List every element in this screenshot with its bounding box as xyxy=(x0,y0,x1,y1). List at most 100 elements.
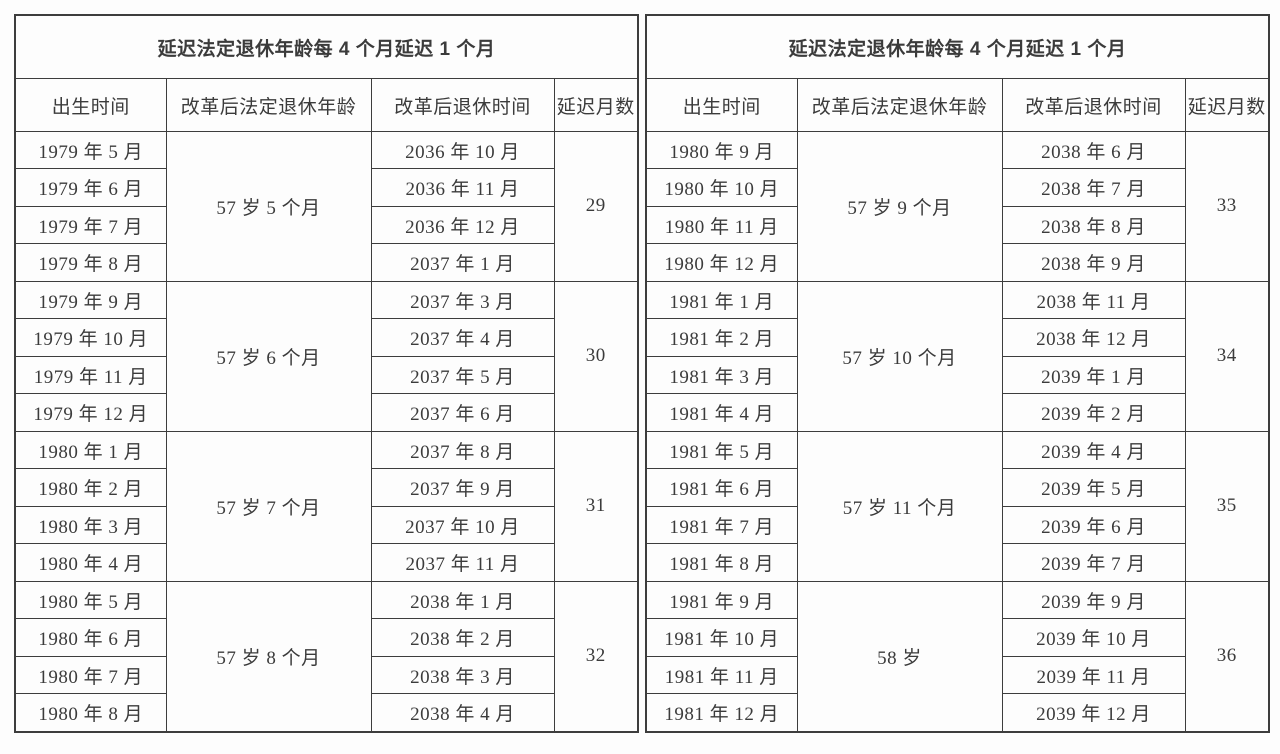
retirement-date-cell: 2039 年 11 月 xyxy=(1001,655,1186,695)
birth-date-cell: 1980 年 7 月 xyxy=(14,655,167,695)
delay-months-cell: 30 xyxy=(553,280,639,432)
retirement-date-cell: 2039 年 2 月 xyxy=(1001,393,1186,432)
table-row: 1981 年 11 月 2039 年 11 月 xyxy=(645,655,1269,695)
table-row: 1980 年 7 月 2038 年 3 月 xyxy=(14,655,638,695)
table-row: 1980 年 1 月 57 岁 7 个月 2037 年 8 月 31 xyxy=(14,430,639,582)
retirement-date-cell: 2036 年 12 月 xyxy=(370,205,555,245)
table-row: 1979 年 9 月 57 岁 6 个月 2037 年 3 月 30 xyxy=(14,280,639,432)
table-row: 1980 年 10 月 2038 年 7 月 xyxy=(645,168,1269,207)
table-row: 1981 年 10 月 2039 年 10 月 xyxy=(645,618,1269,657)
birth-date-cell: 1981 年 5 月 xyxy=(645,430,798,470)
delay-months-cell: 29 xyxy=(553,131,639,282)
table-row: 1980 年 3 月 2037 年 10 月 xyxy=(14,505,638,545)
table-row: 1981 年 2 月 2038 年 12 月 xyxy=(645,318,1269,357)
birth-date-cell: 1980 年 8 月 xyxy=(14,693,167,733)
table-title-row: 延迟法定退休年龄每 4 个月延迟 1 个月 xyxy=(14,14,639,79)
delay-months-cell: 36 xyxy=(1184,580,1270,733)
delay-months-cell: 31 xyxy=(553,430,639,582)
delay-months-cell: 35 xyxy=(1184,430,1270,582)
birth-date-cell: 1981 年 2 月 xyxy=(645,318,798,357)
retirement-date-cell: 2039 年 9 月 xyxy=(1001,580,1186,620)
retirement-date-cell: 2037 年 10 月 xyxy=(370,505,555,545)
table-row: 1979 年 7 月 2036 年 12 月 xyxy=(14,205,638,245)
table-row: 1979 年 6 月 2036 年 11 月 xyxy=(14,168,638,207)
retirement-date-cell: 2038 年 9 月 xyxy=(1001,243,1186,282)
delay-months-cell: 34 xyxy=(1184,280,1270,432)
table-title: 延迟法定退休年龄每 4 个月延迟 1 个月 xyxy=(14,14,639,79)
retirement-age-cell: 57 岁 8 个月 xyxy=(165,580,372,733)
birth-date-cell: 1981 年 4 月 xyxy=(645,393,798,432)
retirement-date-cell: 2038 年 1 月 xyxy=(370,580,555,620)
birth-date-cell: 1980 年 3 月 xyxy=(14,505,167,545)
birth-date-cell: 1981 年 10 月 xyxy=(645,618,798,657)
table-row: 1979 年 5 月 57 岁 5 个月 2036 年 10 月 29 xyxy=(14,130,639,282)
birth-date-cell: 1980 年 4 月 xyxy=(14,543,167,582)
table-row: 1980 年 4 月 2037 年 11 月 xyxy=(14,543,638,582)
table-row: 1980 年 12 月 2038 年 9 月 xyxy=(645,243,1269,282)
table-row: 1980 年 9 月 57 岁 9 个月 2038 年 6 月 33 xyxy=(645,130,1270,282)
retirement-age-cell: 57 岁 9 个月 xyxy=(796,131,1003,282)
birth-date-cell: 1981 年 1 月 xyxy=(645,280,798,320)
column-header-retirement-age: 改革后法定退休年龄 xyxy=(796,78,1003,132)
birth-date-cell: 1981 年 6 月 xyxy=(645,468,798,507)
delay-months-cell: 32 xyxy=(553,580,639,733)
table-title: 延迟法定退休年龄每 4 个月延迟 1 个月 xyxy=(645,14,1270,79)
column-header-retirement-age: 改革后法定退休年龄 xyxy=(165,78,372,132)
table-row: 1981 年 7 月 2039 年 6 月 xyxy=(645,505,1269,545)
birth-date-cell: 1979 年 8 月 xyxy=(14,243,167,282)
table-row: 1981 年 3 月 2039 年 1 月 xyxy=(645,355,1269,395)
birth-date-cell: 1981 年 11 月 xyxy=(645,655,798,695)
retirement-date-cell: 2037 年 6 月 xyxy=(370,393,555,432)
birth-date-cell: 1979 年 5 月 xyxy=(14,130,167,170)
column-header-birth-date: 出生时间 xyxy=(645,78,798,132)
retirement-age-cell: 58 岁 xyxy=(796,580,1003,733)
birth-date-cell: 1980 年 6 月 xyxy=(14,618,167,657)
column-header-delay-months: 延迟月数 xyxy=(553,78,639,132)
retirement-date-cell: 2038 年 11 月 xyxy=(1001,280,1186,320)
delay-months-cell: 33 xyxy=(1184,131,1270,282)
retirement-date-cell: 2037 年 8 月 xyxy=(370,430,555,470)
column-header-retirement-date: 改革后退休时间 xyxy=(370,78,555,132)
retirement-date-cell: 2038 年 4 月 xyxy=(370,693,555,733)
column-header-delay-months: 延迟月数 xyxy=(1184,78,1270,132)
birth-date-cell: 1980 年 9 月 xyxy=(645,130,798,170)
column-header-retirement-date: 改革后退休时间 xyxy=(1001,78,1186,132)
retirement-age-cell: 57 岁 7 个月 xyxy=(165,430,372,582)
retirement-date-cell: 2039 年 4 月 xyxy=(1001,430,1186,470)
retirement-date-cell: 2039 年 1 月 xyxy=(1001,355,1186,395)
birth-date-cell: 1980 年 11 月 xyxy=(645,205,798,245)
column-header-birth-date: 出生时间 xyxy=(14,78,167,132)
table-header-row: 出生时间 改革后法定退休年龄 改革后退休时间 延迟月数 xyxy=(645,78,1270,132)
retirement-date-cell: 2039 年 12 月 xyxy=(1001,693,1186,733)
birth-date-cell: 1979 年 6 月 xyxy=(14,168,167,207)
retirement-age-cell: 57 岁 5 个月 xyxy=(165,131,372,282)
table-row: 1981 年 5 月 57 岁 11 个月 2039 年 4 月 35 xyxy=(645,430,1270,582)
table-row: 1979 年 10 月 2037 年 4 月 xyxy=(14,318,638,357)
retirement-date-cell: 2037 年 4 月 xyxy=(370,318,555,357)
retirement-date-cell: 2039 年 7 月 xyxy=(1001,543,1186,582)
retirement-date-cell: 2038 年 8 月 xyxy=(1001,205,1186,245)
birth-date-cell: 1980 年 5 月 xyxy=(14,580,167,620)
retirement-table-right: 延迟法定退休年龄每 4 个月延迟 1 个月 出生时间 改革后法定退休年龄 改革后… xyxy=(645,14,1270,733)
retirement-date-cell: 2036 年 11 月 xyxy=(370,168,555,207)
table-row: 1980 年 2 月 2037 年 9 月 xyxy=(14,468,638,507)
table-row: 1980 年 11 月 2038 年 8 月 xyxy=(645,205,1269,245)
birth-date-cell: 1979 年 11 月 xyxy=(14,355,167,395)
birth-date-cell: 1979 年 7 月 xyxy=(14,205,167,245)
table-row: 1979 年 11 月 2037 年 5 月 xyxy=(14,355,638,395)
retirement-date-cell: 2039 年 6 月 xyxy=(1001,505,1186,545)
table-row: 1979 年 12 月 2037 年 6 月 xyxy=(14,393,638,432)
table-row: 1979 年 8 月 2037 年 1 月 xyxy=(14,243,638,282)
birth-date-cell: 1981 年 12 月 xyxy=(645,693,798,733)
birth-date-cell: 1981 年 3 月 xyxy=(645,355,798,395)
retirement-age-cell: 57 岁 10 个月 xyxy=(796,280,1003,432)
retirement-date-cell: 2039 年 10 月 xyxy=(1001,618,1186,657)
table-row: 1980 年 5 月 57 岁 8 个月 2038 年 1 月 32 xyxy=(14,580,639,733)
birth-date-cell: 1979 年 10 月 xyxy=(14,318,167,357)
retirement-date-cell: 2036 年 10 月 xyxy=(370,130,555,170)
birth-date-cell: 1980 年 12 月 xyxy=(645,243,798,282)
retirement-table-left: 延迟法定退休年龄每 4 个月延迟 1 个月 出生时间 改革后法定退休年龄 改革后… xyxy=(14,14,639,733)
table-header-row: 出生时间 改革后法定退休年龄 改革后退休时间 延迟月数 xyxy=(14,78,639,132)
table-row: 1981 年 1 月 57 岁 10 个月 2038 年 11 月 34 xyxy=(645,280,1270,432)
birth-date-cell: 1981 年 7 月 xyxy=(645,505,798,545)
